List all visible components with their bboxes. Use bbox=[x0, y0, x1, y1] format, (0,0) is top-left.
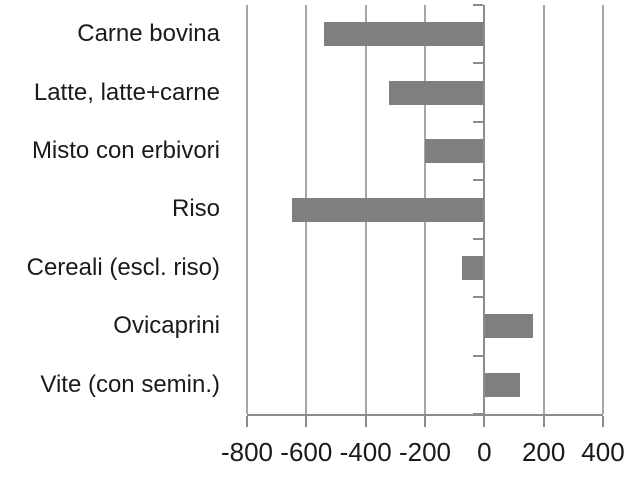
bar-vite-con-semin bbox=[484, 372, 520, 397]
bar-misto-con-erbivori bbox=[425, 139, 485, 164]
x-axis-tick-label: -400 bbox=[339, 437, 392, 467]
bar-carne-bovina bbox=[324, 22, 485, 47]
vertical-gridline bbox=[602, 5, 604, 414]
category-label: Misto con erbivori bbox=[31, 137, 220, 165]
bar-cereali-escl-riso bbox=[462, 255, 485, 280]
category-label: Vite (con semin.) bbox=[40, 370, 220, 398]
category-label: Carne bovina bbox=[77, 20, 220, 48]
x-axis-tick bbox=[542, 416, 545, 427]
category-axis-labels: Carne bovina Latte, latte+carne Misto con … bbox=[0, 5, 220, 414]
x-axis-tick-label: -600 bbox=[280, 437, 333, 467]
x-axis-tick-label: -200 bbox=[398, 437, 452, 467]
x-axis-tick-label: 200 bbox=[521, 437, 566, 467]
x-axis-tick bbox=[305, 416, 308, 427]
x-axis-tick bbox=[364, 416, 367, 427]
category-label: Latte, latte+carne bbox=[33, 78, 220, 106]
category-axis-tick bbox=[473, 120, 484, 123]
category-axis-tick bbox=[473, 4, 484, 6]
x-axis-tick-label: 0 bbox=[477, 437, 492, 467]
category-axis-tick bbox=[473, 62, 484, 65]
x-axis-tick bbox=[602, 416, 604, 427]
category-axis-tick bbox=[473, 296, 484, 299]
x-axis-tick bbox=[246, 416, 248, 427]
x-axis-line bbox=[247, 414, 603, 416]
vertical-gridline bbox=[246, 5, 248, 414]
category-label: Cereali (escl. riso) bbox=[26, 253, 220, 281]
bar-latte-latte-carne bbox=[389, 80, 485, 105]
category-label: Riso bbox=[171, 195, 220, 223]
x-axis-tick-label: 400 bbox=[581, 437, 625, 467]
category-axis-line bbox=[483, 5, 486, 414]
x-axis-tick bbox=[483, 416, 486, 427]
category-axis-tick bbox=[473, 354, 484, 357]
x-axis-tick-label: -800 bbox=[220, 437, 274, 467]
x-axis-tick bbox=[424, 416, 426, 427]
category-axis-tick bbox=[473, 179, 484, 182]
category-axis-tick bbox=[473, 237, 484, 240]
vertical-gridline bbox=[542, 5, 545, 414]
bar-riso bbox=[291, 197, 485, 222]
x-axis-tick-labels: -800 -600 -400 -200 0 200 400 bbox=[0, 437, 630, 471]
plot-area bbox=[246, 4, 604, 427]
bar-ovicaprini bbox=[484, 314, 534, 339]
category-label: Ovicaprini bbox=[113, 312, 220, 340]
